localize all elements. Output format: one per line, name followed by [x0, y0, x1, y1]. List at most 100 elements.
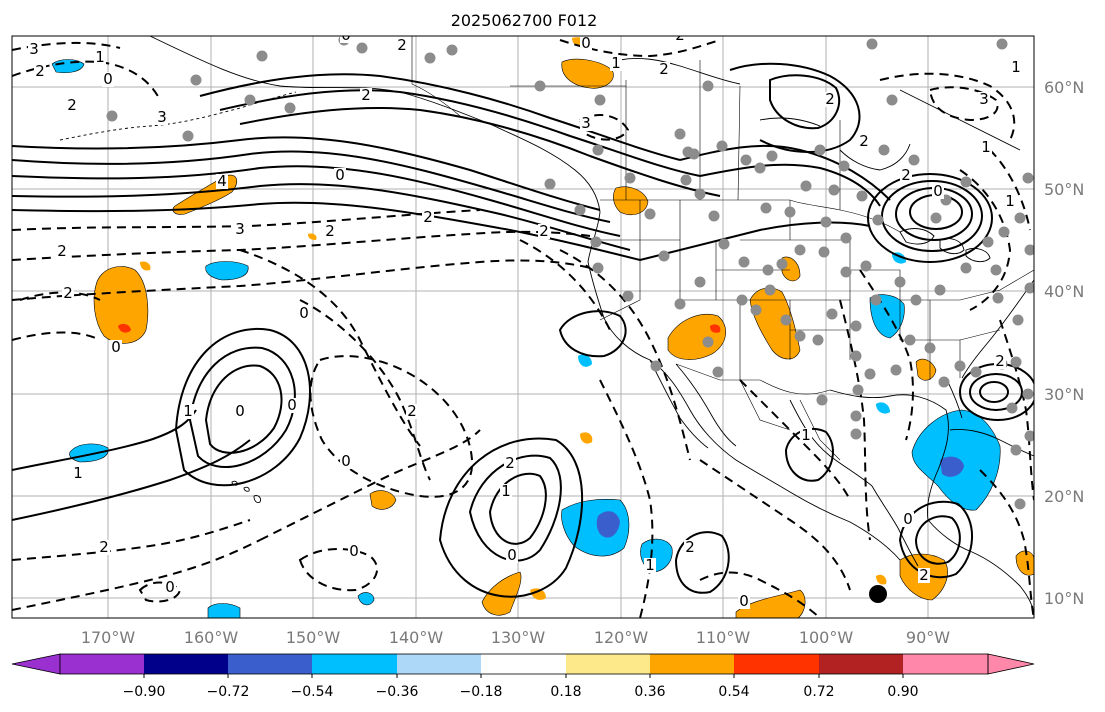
station-dot	[938, 376, 950, 388]
station-dot	[794, 244, 806, 256]
negative-anomaly-region	[357, 592, 375, 606]
colorbar-tick-label: 0.18	[550, 684, 581, 700]
country-border	[675, 363, 831, 395]
positive-anomaly-region	[1015, 550, 1034, 576]
negative-anomaly-region	[207, 603, 241, 618]
station-dot	[924, 342, 936, 354]
station-dot	[840, 266, 852, 278]
contour-line	[729, 62, 861, 153]
contour-label: 3	[29, 40, 39, 58]
contour-line	[12, 259, 599, 301]
station-dot	[850, 350, 862, 362]
colorbar-segment	[650, 654, 734, 674]
contour-label-background	[1010, 60, 1022, 75]
contour-label-background	[658, 62, 670, 77]
contour-label: 2	[423, 208, 433, 226]
station-dot	[910, 294, 922, 306]
station-dot	[356, 42, 368, 54]
contour-line	[639, 221, 871, 261]
positive-anomaly-region	[308, 233, 317, 240]
contour-line	[12, 439, 251, 521]
contour-line	[12, 60, 161, 101]
contour-line	[699, 459, 851, 591]
contour-line	[188, 346, 296, 468]
station-dot	[694, 276, 706, 288]
station-dot	[712, 366, 724, 378]
station-dot	[1024, 430, 1034, 442]
contour-label-background	[234, 404, 246, 419]
contour-label: 3	[235, 220, 245, 238]
map-frame	[11, 35, 1035, 619]
contour-label-background	[684, 540, 696, 555]
contour-label: 3	[979, 90, 989, 108]
station-dot	[590, 236, 602, 248]
contour-line	[699, 163, 881, 207]
station-dot	[820, 216, 832, 228]
contour-label: 2	[35, 62, 45, 80]
strong-positive-anomaly-region	[118, 323, 131, 333]
colorbar-tick-label: 0.36	[634, 684, 665, 700]
negative-anomaly-region	[876, 402, 890, 414]
station-dot	[852, 384, 864, 396]
contour-label: 2	[505, 454, 515, 472]
contour-label-background	[286, 398, 298, 413]
contour-line	[299, 299, 431, 481]
station-dot	[716, 140, 728, 152]
station-dot	[954, 360, 966, 372]
coastline	[899, 89, 1021, 151]
positive-anomaly-region	[140, 261, 151, 271]
contour-label-background	[902, 512, 914, 527]
latitude-tick-label: 60°N	[1044, 78, 1084, 97]
contour-label: 0	[335, 166, 345, 184]
station-dot	[740, 154, 752, 166]
station-dot	[1010, 356, 1022, 368]
station-dot	[574, 204, 586, 216]
contour-label: 1	[981, 138, 991, 156]
station-dot	[814, 144, 826, 156]
contour-label-background	[580, 116, 592, 131]
station-dot	[244, 94, 256, 106]
longitude-tick-label: 110°W	[696, 628, 751, 647]
station-dot	[182, 130, 194, 142]
contour-line	[599, 379, 654, 618]
station-dot	[886, 94, 898, 106]
contour-label: 2	[659, 60, 669, 78]
station-dot	[688, 148, 700, 160]
contour-label: 2	[901, 166, 911, 184]
contour-line	[12, 230, 591, 261]
contour-label-background	[340, 36, 352, 43]
contour-label: 2	[825, 90, 835, 108]
contour-label-background	[94, 50, 106, 65]
contour-line	[679, 144, 891, 201]
station-dot	[894, 276, 906, 288]
station-dot	[1022, 172, 1034, 184]
contour-label: 0	[111, 338, 121, 356]
station-dot	[878, 144, 890, 156]
contour-label: 4	[217, 172, 227, 190]
contour-label: 0	[349, 542, 359, 560]
station-dot	[658, 250, 670, 262]
station-dot	[890, 364, 902, 376]
station-dot	[750, 304, 762, 316]
contour-label-background	[994, 354, 1006, 369]
contour-label: 1	[1011, 58, 1021, 76]
contour-label-background	[800, 428, 812, 443]
station-dot	[1012, 314, 1024, 326]
contour-label: 2	[57, 242, 67, 260]
station-dot	[760, 202, 772, 214]
station-dot	[736, 294, 748, 306]
state-border	[959, 269, 1034, 301]
contour-line	[488, 472, 547, 545]
province-border	[737, 85, 741, 201]
coastline	[829, 389, 949, 521]
station-dot	[106, 110, 118, 122]
contour-label-background	[234, 222, 246, 237]
longitude-tick-label: 150°W	[286, 628, 341, 647]
latitude-tick-labels: 60°N 50°N 40°N 30°N 20°N 10°N	[1044, 78, 1084, 608]
station-dot	[850, 428, 862, 440]
contour-line	[928, 86, 999, 122]
station-dot	[970, 366, 982, 378]
